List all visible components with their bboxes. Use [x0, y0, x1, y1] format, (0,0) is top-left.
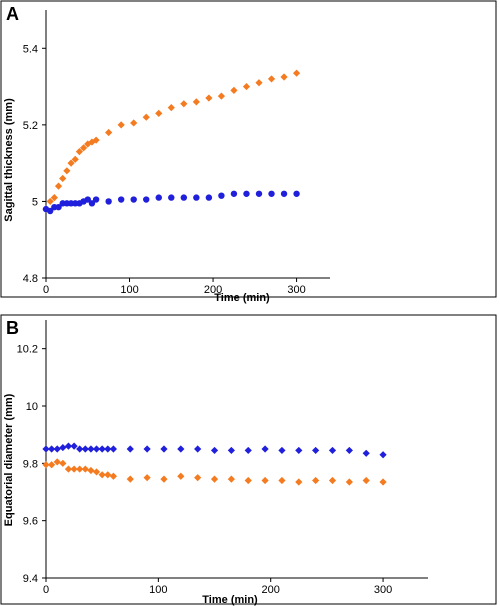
panel-a-x-tick-label: 300 — [287, 284, 305, 296]
panel-b-y-tick-label: 9.6 — [23, 516, 38, 528]
panel-b-y-tick-label: 9.4 — [23, 573, 38, 585]
panel-a-data-point — [118, 196, 124, 202]
panel-b-x-tick-label: 0 — [43, 584, 49, 596]
panel-a-data-point — [256, 191, 262, 197]
panel-a-y-tick-label: 5.2 — [23, 120, 38, 132]
panel-b-y-tick-label: 10 — [26, 401, 38, 413]
panel-b-y-axis-title: Equatorial diameter (mm) — [3, 393, 15, 526]
panel-a-data-point — [105, 198, 111, 204]
panel-a-data-point — [156, 194, 162, 200]
panel-b-label: B — [6, 318, 19, 338]
panel-a-y-tick-label: 4.8 — [23, 273, 38, 285]
panel-a-data-point — [193, 194, 199, 200]
panel-b-x-axis-title: Time (min) — [202, 594, 258, 606]
panel-b-x-tick-label: 200 — [262, 584, 280, 596]
panel-a-data-point — [93, 196, 99, 202]
panel-a-x-axis-title: Time (min) — [214, 292, 270, 304]
panel-b: B Equatorial diameter (mm) Time (min) 9.… — [1, 315, 496, 606]
panel-a-y-tick-label: 5 — [32, 196, 38, 208]
panel-a-y-axis-title: Sagittal thickness (mm) — [3, 98, 15, 222]
panel-b-y-tick-label: 10.2 — [17, 344, 38, 356]
panel-a-data-point — [281, 191, 287, 197]
panel-a-x-tick-label: 200 — [204, 284, 222, 296]
panel-a: A Sagittal thickness (mm) Time (min) 4.8… — [1, 1, 496, 304]
panel-a-data-point — [218, 192, 224, 198]
panel-b-x-tick-label: 300 — [374, 584, 392, 596]
panel-b-x-tick-label: 100 — [149, 584, 167, 596]
panel-a-data-point — [268, 191, 274, 197]
panel-a-frame — [1, 1, 496, 297]
panel-a-data-point — [206, 194, 212, 200]
panel-a-data-point — [168, 194, 174, 200]
panel-a-x-tick-label: 0 — [43, 284, 49, 296]
panel-a-data-point — [181, 194, 187, 200]
panel-a-label: A — [6, 4, 19, 24]
panel-a-x-tick-label: 100 — [120, 284, 138, 296]
panel-b-y-tick-label: 9.8 — [23, 458, 38, 470]
panel-a-data-point — [293, 191, 299, 197]
panel-a-data-point — [131, 196, 137, 202]
panel-b-frame — [1, 315, 496, 604]
panel-a-data-point — [143, 196, 149, 202]
panel-a-data-point — [231, 191, 237, 197]
panel-a-y-tick-label: 5.4 — [23, 43, 38, 55]
panel-a-data-point — [243, 191, 249, 197]
